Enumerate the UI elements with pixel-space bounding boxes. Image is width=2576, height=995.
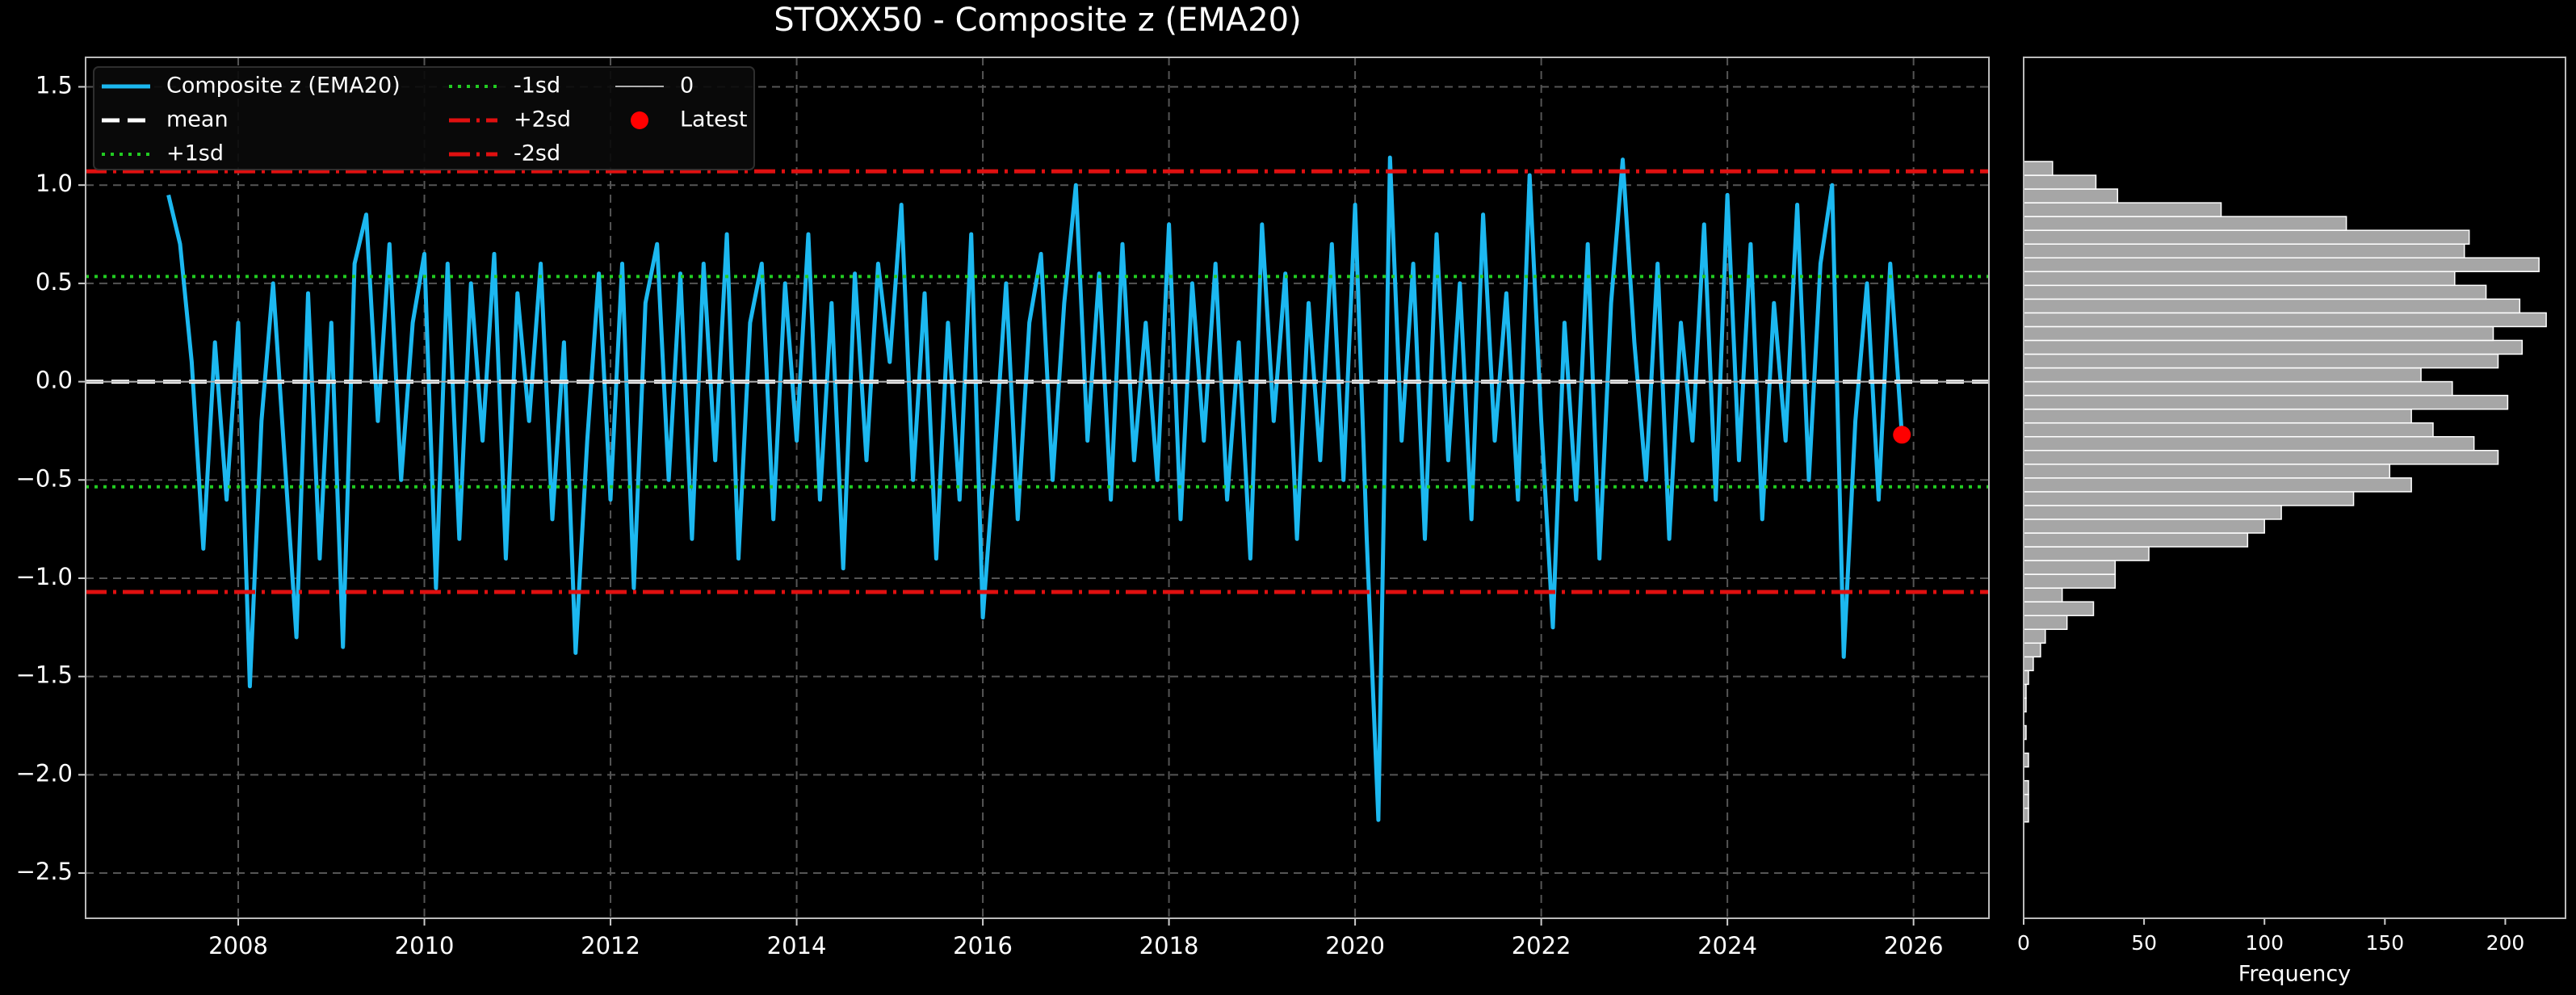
x-tick-label: 50 <box>2131 931 2157 955</box>
x-tick-label: 100 <box>2245 931 2284 955</box>
legend-label: -2sd <box>514 141 560 166</box>
legend-label: +2sd <box>514 107 571 132</box>
histogram-bar <box>2023 257 2540 273</box>
x-tick-label: 2008 <box>208 932 268 959</box>
x-tick-label: 200 <box>2486 931 2525 955</box>
histogram-bar <box>2023 161 2054 176</box>
x-tick-label: 2020 <box>1325 932 1385 959</box>
histogram-bar <box>2023 615 2068 630</box>
x-tick-label: 2026 <box>1884 932 1944 959</box>
histogram-bar <box>2023 435 2475 451</box>
x-tick-label: 2022 <box>1512 932 1571 959</box>
histogram-bar <box>2023 477 2412 493</box>
histogram-bar <box>2023 408 2412 424</box>
legend-label: mean <box>166 107 229 132</box>
histogram-bar <box>2023 202 2222 217</box>
x-tick-label: 2024 <box>1697 932 1757 959</box>
histogram-bar <box>2023 229 2470 245</box>
y-tick-label: 1.5 <box>36 72 73 99</box>
histogram-bar <box>2023 284 2487 300</box>
histogram-bar <box>2023 312 2547 328</box>
y-tick-label: 0.0 <box>36 367 73 394</box>
x-tick-label: 2016 <box>953 932 1013 959</box>
plot-frame <box>2023 57 2566 919</box>
histogram-bar <box>2023 422 2434 438</box>
histogram-bar <box>2023 505 2282 520</box>
latest-point <box>1893 426 1911 444</box>
histogram-bar <box>2023 642 2041 658</box>
y-tick-label: −2.0 <box>16 759 73 787</box>
legend-label: 0 <box>680 73 694 99</box>
histogram-bar <box>2023 380 2453 397</box>
legend-label: Latest <box>680 107 747 132</box>
histogram-bar <box>2023 216 2347 231</box>
histogram-bar <box>2023 394 2509 410</box>
y-tick-label: −2.5 <box>16 858 73 885</box>
plot-frame <box>85 57 1990 919</box>
histogram-bar <box>2023 656 2034 672</box>
histogram-bar <box>2023 188 2119 204</box>
histogram-bar <box>2023 573 2117 589</box>
x-tick-label: 150 <box>2365 931 2404 955</box>
histogram-bar <box>2023 271 2456 287</box>
x-tick-label: 2018 <box>1139 932 1199 959</box>
x-tick-label: 2014 <box>767 932 827 959</box>
histogram-bar <box>2023 325 2494 342</box>
x-axis-title: Frequency <box>2238 962 2352 987</box>
histogram-bar <box>2023 560 2117 575</box>
x-tick-label: 2010 <box>395 932 455 959</box>
y-tick-label: 1.0 <box>36 170 73 197</box>
histogram-bar <box>2023 532 2249 548</box>
histogram-bar <box>2023 587 2063 602</box>
histogram-bar <box>2023 464 2391 479</box>
data-line <box>166 155 1904 822</box>
y-tick-label: 0.5 <box>36 268 73 296</box>
y-tick-label: −1.5 <box>16 661 73 689</box>
histogram-bar <box>2023 546 2150 561</box>
legend-box <box>93 66 755 170</box>
histogram-bar <box>2023 339 2524 355</box>
histogram-bar <box>2023 628 2046 644</box>
legend-label: Composite z (EMA20) <box>166 73 401 99</box>
histogram-bar <box>2023 174 2097 190</box>
histogram-bar <box>2023 298 2521 314</box>
chart-title: STOXX50 - Composite z (EMA20) <box>774 2 1301 39</box>
histogram-bar <box>2023 601 2095 616</box>
x-tick-label: 0 <box>2017 931 2030 955</box>
histogram-bar <box>2023 450 2499 465</box>
histogram-bar <box>2023 518 2265 534</box>
histogram-bar <box>2023 243 2465 258</box>
histogram-bar <box>2023 491 2355 506</box>
y-tick-label: −1.0 <box>16 563 73 590</box>
histogram-bar <box>2023 353 2499 369</box>
legend-label: -1sd <box>514 73 560 99</box>
legend-swatch <box>631 111 648 129</box>
legend-label: +1sd <box>166 141 224 166</box>
y-tick-label: −0.5 <box>16 464 73 492</box>
x-tick-label: 2012 <box>581 932 640 959</box>
histogram-bar <box>2023 367 2422 383</box>
